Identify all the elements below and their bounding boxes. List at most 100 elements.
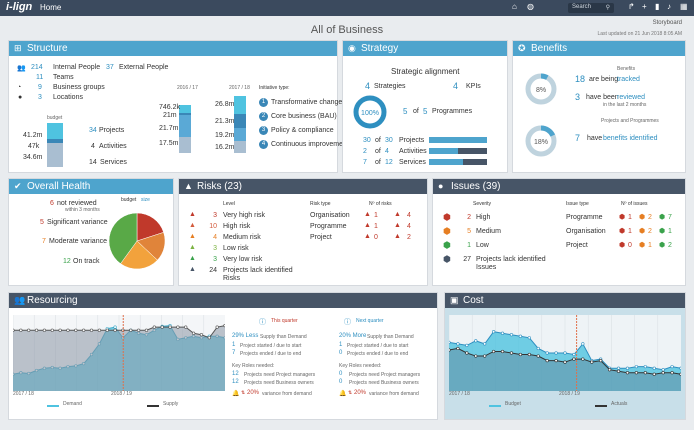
risk-type-label[interactable]: Project [310, 234, 332, 241]
risk-level-label[interactable]: High risk [223, 223, 251, 230]
risk-type-icon-a: ▲ [364, 211, 371, 218]
nq-var: 20% [354, 390, 367, 396]
issue-type-label[interactable]: Programme [566, 214, 603, 221]
series-point-budget [518, 334, 522, 338]
issue-level-label[interactable]: Low [476, 242, 489, 249]
risk-lack-label-2: Risks [223, 275, 241, 282]
benefits-tracked-a: are being [589, 76, 619, 83]
risk-level-count: 4 [213, 234, 217, 241]
budget-label: budget [47, 115, 63, 121]
issue-lack-label: Projects lack identified [476, 256, 546, 263]
issue-type-icon-b: ⬢ [639, 214, 646, 221]
risk-type-icon-b: ▲ [394, 222, 401, 229]
structure-header: ⊞ Structure [9, 41, 337, 56]
nq-a-count: 1 [339, 342, 343, 348]
risk-type-label[interactable]: Programme [310, 223, 347, 230]
initiative-type-badge: 4 [259, 140, 268, 149]
app-logo[interactable]: i-lign [6, 1, 33, 13]
risk-level-count: 3 [213, 256, 217, 263]
menu-icon[interactable]: ▦ [680, 2, 688, 11]
benefits-reviewed-b: reviewed [617, 94, 646, 101]
risk-level-label[interactable]: Very high risk [223, 212, 266, 219]
issue-type-count-c: 7 [668, 214, 672, 221]
issue-level-icon: ⬢ [443, 240, 451, 250]
col1-v1: 746.2k [159, 104, 181, 111]
bell-icon[interactable]: ♪ [667, 2, 671, 11]
risk-level-label[interactable]: Medium risk [223, 234, 261, 241]
tq-a-count: 1 [232, 342, 236, 348]
risk-type-count-a: 1 [374, 212, 378, 219]
risk-type-count-b: 4 [407, 223, 411, 230]
series-line-supply [13, 325, 225, 339]
issue-lack-label-2: Issues [476, 264, 497, 271]
legend-budget-swatch [489, 405, 501, 407]
issue-type-label[interactable]: Project [566, 242, 588, 249]
series-point-actuals [581, 357, 585, 361]
nq-var-label: variance from demand [369, 391, 419, 397]
series-point-actuals [545, 358, 549, 363]
series-point-actuals [590, 360, 594, 364]
storyboard-link[interactable]: Storyboard [652, 20, 682, 26]
resourcing-header: 👥 Resourcing [9, 293, 437, 308]
series-point-supply [97, 328, 101, 332]
search-icon[interactable]: ⚲ [605, 5, 610, 11]
risk-level-label[interactable]: Very low risk [223, 256, 263, 263]
risk-type-icon-b: ▲ [394, 211, 401, 218]
series-point-actuals [492, 349, 496, 354]
risk-level-icon: ▲ [189, 244, 196, 251]
initiative-type-badge: 3 [259, 126, 268, 135]
teams-count: 11 [36, 74, 44, 81]
series-point-actuals [599, 358, 603, 363]
col2-v2: 21.3m [215, 118, 235, 125]
internal-count: 214 [31, 64, 43, 71]
risk-level-label[interactable]: Low risk [223, 245, 249, 252]
strategy-row-track [429, 148, 487, 154]
series-point-actuals [474, 354, 478, 358]
initiative-label: Initiative type: [259, 85, 290, 91]
locations-label: Locations [53, 94, 83, 101]
risk-level-count: 3 [213, 245, 217, 252]
strategy-row-a: 2 [363, 148, 367, 155]
health-legend-budget: budget [121, 197, 137, 203]
warning-icon: ▲ [184, 181, 193, 191]
series-point-budget [670, 365, 674, 369]
legend-actuals: Actuals [611, 401, 628, 407]
bookmark-icon[interactable]: ▮ [655, 2, 660, 11]
issue-type-count-a: 0 [628, 242, 632, 249]
initiative-type-badge: 2 [259, 112, 268, 121]
issue-type-label[interactable]: Organisation [566, 228, 606, 235]
external-count: 37 [106, 64, 114, 71]
globe-icon[interactable]: ◍ [527, 2, 534, 11]
series-point-supply [82, 328, 86, 332]
home-link[interactable]: Home [40, 3, 62, 12]
health-pie [108, 212, 166, 270]
issue-level-label[interactable]: High [476, 214, 491, 221]
search-input[interactable]: Search ⚲ [568, 3, 614, 13]
series-point-budget [661, 368, 665, 372]
series-point-supply [66, 328, 70, 332]
series-point-supply [113, 328, 117, 332]
gauge1-arc [525, 73, 557, 105]
tq-bo-count: 12 [232, 379, 239, 385]
tq-bell-icon: 🔔 [232, 391, 240, 397]
activities-label[interactable]: Activities [99, 143, 127, 150]
issue-level-label[interactable]: Medium [476, 228, 501, 235]
series-point-actuals [536, 354, 540, 358]
projects-label[interactable]: Projects [99, 127, 125, 134]
initiative-type-label: Core business (BAU) [271, 113, 337, 120]
home-icon[interactable]: ⌂ [512, 2, 517, 11]
add-icon[interactable]: + [642, 2, 647, 11]
benefits-sub2: Projects and Programmes [601, 118, 659, 124]
risk-lack-label: Projects lack identified [223, 267, 293, 274]
risks-nr-header: Nº of risks [369, 201, 392, 207]
col2-v1: 26.8m [215, 101, 235, 108]
alert-icon: ● [438, 181, 444, 191]
series-point-supply [199, 333, 204, 337]
issue-level-count: 1 [467, 242, 471, 249]
series-point-supply [137, 328, 141, 332]
series-point-budget [625, 366, 630, 370]
services-label[interactable]: Services [100, 159, 127, 166]
share-icon[interactable]: ↱ [628, 2, 635, 11]
series-point-actuals [608, 368, 612, 372]
risk-type-label[interactable]: Organisation [310, 212, 350, 219]
